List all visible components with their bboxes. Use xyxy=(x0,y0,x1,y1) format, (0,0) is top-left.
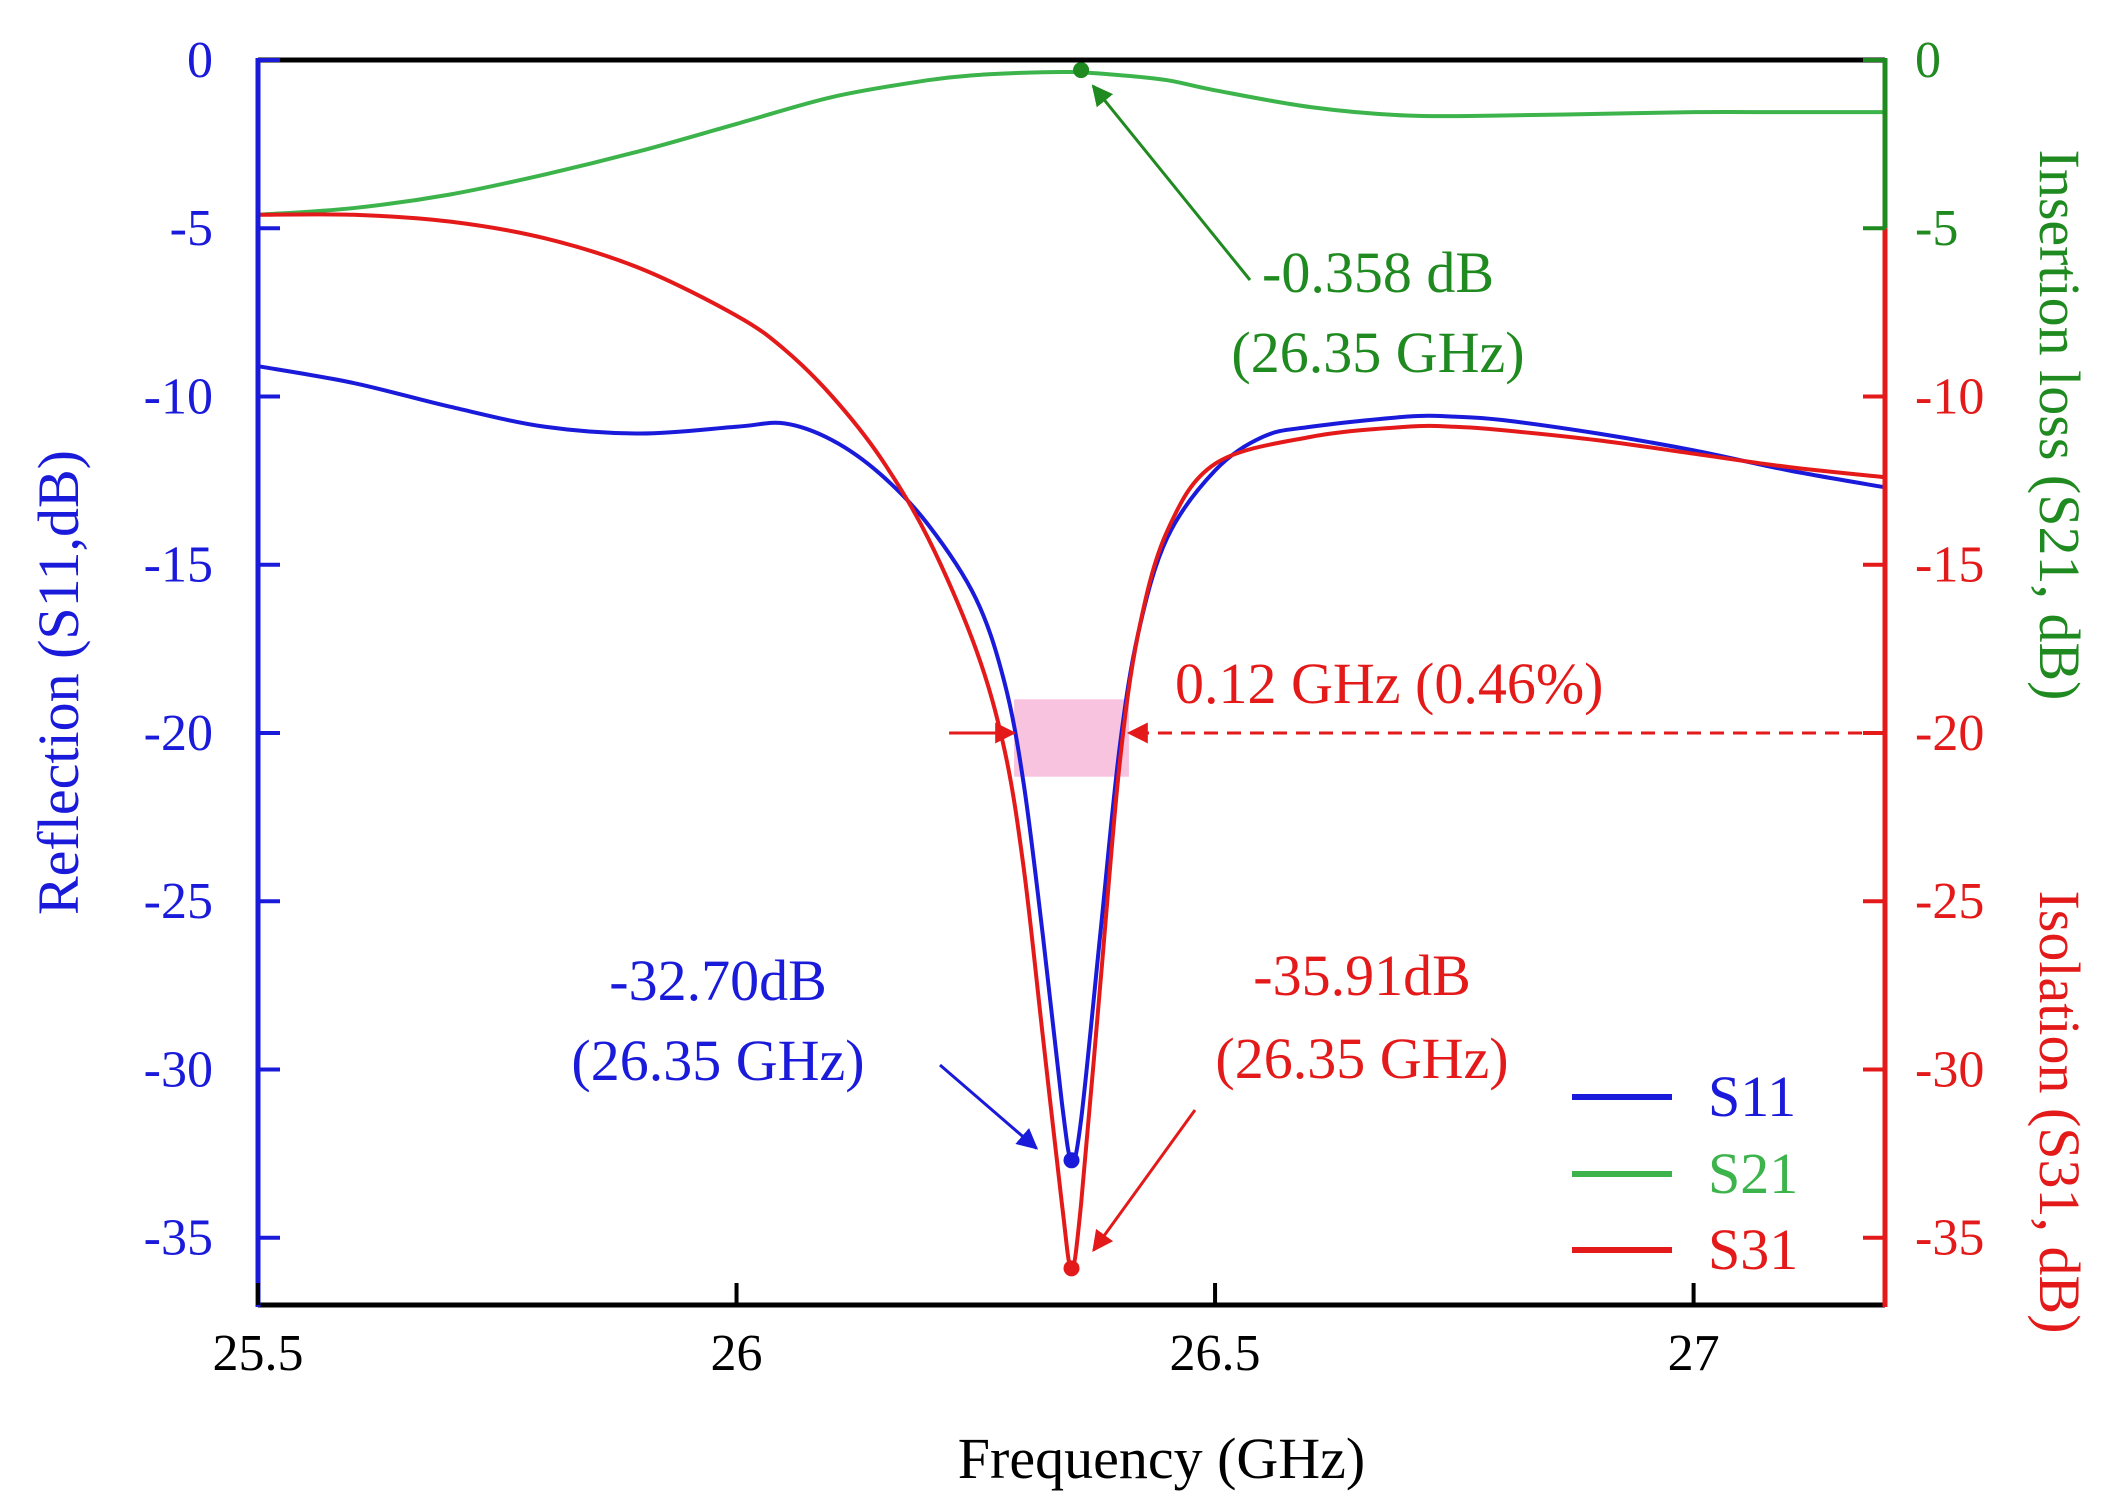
x-tick-label: 27 xyxy=(1668,1325,1720,1382)
y-right-lower-tick-label: -15 xyxy=(1915,537,1984,594)
y-right-lower-tick-label: -25 xyxy=(1915,873,1984,930)
y-left-tick-label: -15 xyxy=(144,537,213,594)
legend-label-s31: S31 xyxy=(1708,1217,1798,1282)
y-left-tick-label: -35 xyxy=(144,1210,213,1267)
s31-annotation-arrow xyxy=(1092,1109,1197,1253)
y-left-tick-label: -20 xyxy=(144,705,213,762)
y-left-tick-label: 0 xyxy=(187,32,213,89)
s31-annotation-freq: (26.35 GHz) xyxy=(1215,1026,1508,1091)
y-left-axis-title: Reflection (S11,dB) xyxy=(26,450,91,915)
legend-label-s11: S11 xyxy=(1708,1064,1796,1129)
y-right-lower-axis-title: Isolation (S31, dB) xyxy=(2027,890,2092,1333)
bandwidth-label: 0.12 GHz (0.46%) xyxy=(1175,651,1603,716)
x-tick-label: 26.5 xyxy=(1170,1325,1261,1382)
y-left-tick-label: -30 xyxy=(144,1041,213,1098)
y-right-upper-tick-label: -5 xyxy=(1915,200,1958,257)
x-axis-title: Frequency (GHz) xyxy=(958,1426,1365,1491)
s31-min-marker xyxy=(1063,1260,1080,1277)
y-right-upper-axis-title: Insertion loss (S21, dB) xyxy=(2027,150,2092,701)
s11-annotation-freq: (26.35 GHz) xyxy=(571,1028,864,1093)
y-left-tick-label: -5 xyxy=(170,200,213,257)
s11-annotation-arrow xyxy=(939,1063,1039,1150)
y-right-lower-tick-label: -35 xyxy=(1915,1210,1984,1267)
y-left-tick-label: -10 xyxy=(144,368,213,425)
y-right-lower-tick-label: -20 xyxy=(1915,705,1984,762)
y-right-lower-tick-label: -10 xyxy=(1915,368,1984,425)
series-line-s31 xyxy=(256,212,1887,1271)
s11-annotation-value: -32.70dB xyxy=(609,948,827,1013)
x-tick-label: 25.5 xyxy=(213,1325,304,1382)
series-line-s21 xyxy=(256,69,1887,217)
s21-annotation-arrow xyxy=(1091,84,1252,281)
y-right-lower-tick-label: -30 xyxy=(1915,1041,1984,1098)
s21-peak-marker xyxy=(1073,62,1090,79)
legend-label-s21: S21 xyxy=(1708,1141,1798,1206)
x-tick-label: 26 xyxy=(711,1325,763,1382)
s21-annotation-value: -0.358 dB xyxy=(1262,240,1494,305)
s31-annotation-value: -35.91dB xyxy=(1253,943,1471,1008)
y-right-upper-tick-label: 0 xyxy=(1915,32,1941,89)
s21-annotation-freq: (26.35 GHz) xyxy=(1231,320,1524,385)
s11-min-marker xyxy=(1063,1152,1080,1169)
y-left-tick-label: -25 xyxy=(144,873,213,930)
bandwidth-band xyxy=(1014,699,1129,777)
